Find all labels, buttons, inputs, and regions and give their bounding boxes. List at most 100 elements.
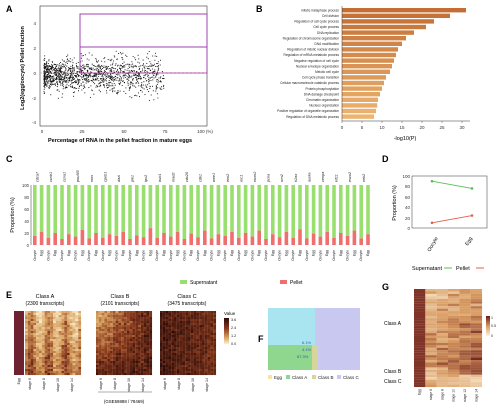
gene-label: bub1: [158, 174, 162, 182]
heatmap-cell: [132, 321, 136, 324]
heatmap-cell: [69, 349, 73, 352]
scatter-point: [80, 83, 82, 85]
heatmap-cell: [179, 343, 183, 346]
scatter-point: [162, 85, 164, 87]
heatmap-cell: [126, 369, 130, 372]
heatmap-cell: [132, 333, 136, 336]
heatmap-cell: [98, 347, 102, 350]
pellet-bar: [101, 237, 105, 245]
panel-b-xlabel: -log10(P): [394, 136, 417, 142]
scatter-point: [81, 89, 83, 91]
scatter-point: [149, 87, 151, 90]
heatmap-cell: [104, 337, 108, 340]
heatmap-cell: [414, 306, 426, 309]
scatter-point: [137, 61, 139, 63]
heatmap-cell: [196, 325, 200, 328]
scatter-point: [131, 75, 133, 77]
stage-label: Oocyte: [128, 250, 132, 261]
heatmap-cell: [124, 321, 127, 324]
scatter-point: [110, 81, 112, 83]
heatmap-cell: [138, 367, 141, 370]
heatmap-cell: [182, 341, 186, 344]
heatmap-cell: [185, 345, 189, 348]
scatter-point: [65, 62, 67, 64]
heatmap-cell: [213, 317, 217, 320]
scatter-point: [115, 75, 117, 77]
scatter-point: [115, 50, 117, 52]
heatmap-cell: [126, 317, 130, 320]
heatmap-cell: [176, 343, 180, 346]
scatter-point: [128, 65, 130, 67]
gene-label: wee1: [212, 173, 216, 182]
heatmap-cell: [112, 339, 116, 342]
scatter-point: [92, 69, 94, 71]
heatmap-cell: [165, 347, 169, 350]
scatter-point: [48, 85, 50, 87]
heatmap-cell: [162, 351, 166, 354]
heatmap-cell: [58, 347, 62, 350]
heatmap-cell: [470, 338, 483, 341]
heatmap-cell: [425, 313, 437, 316]
heatmap-cell: [55, 313, 59, 316]
heatmap-cell: [126, 355, 130, 358]
heatmap-cell: [425, 301, 437, 304]
heatmap-cell: [101, 335, 105, 338]
heatmap-cell: [448, 382, 460, 385]
heatmap-cell: [182, 319, 186, 322]
scatter-point: [61, 70, 63, 73]
heatmap-cell: [67, 347, 70, 350]
heatmap-cell: [47, 325, 51, 328]
heatmap-cell: [104, 367, 108, 370]
heatmap-cell: [101, 353, 105, 356]
heatmap-cell: [135, 323, 139, 326]
heatmap-cell: [115, 313, 119, 316]
heatmap-cell: [179, 365, 183, 368]
scatter-point: [149, 85, 151, 87]
heatmap-cell: [448, 298, 460, 302]
scatter-point: [119, 76, 121, 78]
scatter-point: [46, 81, 48, 83]
supernatant-bar: [135, 185, 139, 236]
heatmap-cell: [140, 351, 144, 354]
heatmap-cell: [459, 301, 471, 304]
supernatant-bar: [148, 185, 153, 229]
heatmap-cell: [162, 345, 166, 348]
heatmap-cell: [207, 327, 211, 330]
heatmap-cell: [36, 367, 40, 370]
heatmap-cell: [115, 341, 119, 344]
scatter-point: [152, 65, 154, 67]
heatmap-cell: [47, 343, 51, 346]
go-term-label: Cellular macromolecule catabolic process: [280, 81, 339, 85]
scatter-point: [140, 77, 143, 79]
heatmap-cell: [101, 323, 105, 326]
heatmap-cell: [470, 367, 483, 370]
heatmap-cell: [121, 359, 125, 362]
heatmap-cell: [425, 308, 437, 312]
heatmap-cell: [78, 369, 82, 372]
heatmap-cell: [47, 317, 51, 320]
scatter-point: [44, 77, 46, 79]
gene-label: cenpa: [321, 172, 325, 182]
heatmap-cell: [168, 325, 172, 328]
heatmap-cell: [64, 325, 68, 328]
heatmap-cell: [124, 351, 127, 354]
panel-e-heatmaps: [14, 311, 217, 376]
heatmap-cell: [55, 365, 59, 368]
heatmap-cell: [149, 359, 153, 362]
scatter-point: [58, 77, 60, 80]
heatmap-cell: [162, 337, 166, 340]
heatmap-cell: [41, 341, 45, 344]
heatmap-cell: [199, 345, 203, 348]
panel-b-x-tick: 15: [399, 125, 405, 130]
heatmap-cell: [162, 349, 166, 352]
supernatant-bar: [223, 185, 227, 236]
heatmap-cell: [96, 353, 99, 356]
heatmap-cell: [39, 319, 42, 322]
heatmap-cell: [47, 359, 51, 362]
heatmap-cell: [124, 343, 127, 346]
heatmap-cell: [30, 311, 34, 314]
heatmap-cell: [55, 323, 59, 326]
heatmap-cell: [112, 329, 116, 332]
scatter-point: [58, 63, 61, 65]
heatmap-cell: [174, 319, 177, 322]
